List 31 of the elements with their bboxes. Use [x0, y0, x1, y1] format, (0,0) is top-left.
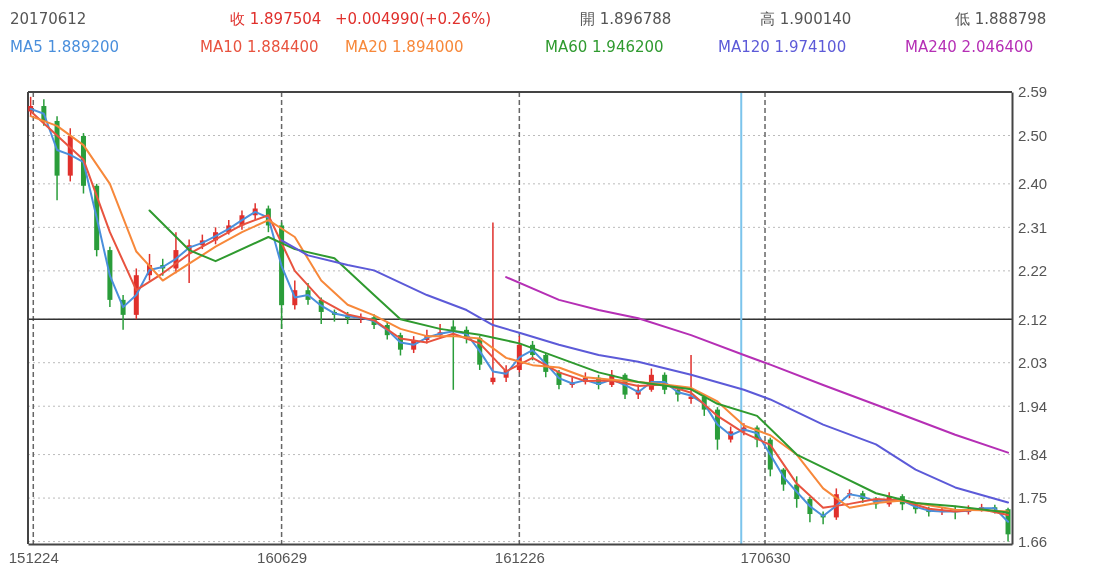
text: 低 1.888798	[955, 10, 1047, 28]
y-tick-label: 2.12	[1018, 310, 1048, 328]
x-tick-label: 170630	[740, 548, 791, 566]
line-series	[505, 276, 1010, 454]
y-tick-label: 2.40	[1018, 175, 1048, 193]
text: 收 1.897504	[230, 10, 322, 28]
y-tick-label: 2.03	[1018, 354, 1048, 372]
text: MA240 2.046400	[905, 38, 1034, 56]
text: 開 1.896788	[580, 10, 672, 28]
y-tick-label: 1.84	[1018, 445, 1048, 463]
y-tick-label: 1.75	[1018, 489, 1048, 507]
y-tick-label: 2.22	[1018, 262, 1048, 280]
y-tick-label: 1.66	[1018, 532, 1048, 550]
text: MA10 1.884400	[200, 38, 319, 56]
text: MA60 1.946200	[545, 38, 664, 56]
text: +0.004990(+0.26%)	[335, 10, 492, 28]
y-tick-label: 2.50	[1018, 126, 1048, 144]
text: MA5 1.889200	[10, 38, 120, 56]
line-series	[280, 239, 1010, 504]
y-tick-label: 1.94	[1018, 397, 1048, 415]
text: 高 1.900140	[760, 10, 852, 28]
text: MA20 1.894000	[345, 38, 464, 56]
text: 20170612	[10, 10, 87, 28]
x-tick-label: 161226	[494, 548, 545, 566]
text: MA120 1.974100	[718, 38, 847, 56]
candlestick	[490, 221, 496, 386]
x-tick-label: 151224	[8, 548, 59, 566]
y-tick-label: 2.59	[1018, 83, 1048, 101]
y-tick-label: 2.31	[1018, 218, 1048, 236]
candlestick	[450, 319, 456, 391]
x-tick-label: 160629	[257, 548, 308, 566]
